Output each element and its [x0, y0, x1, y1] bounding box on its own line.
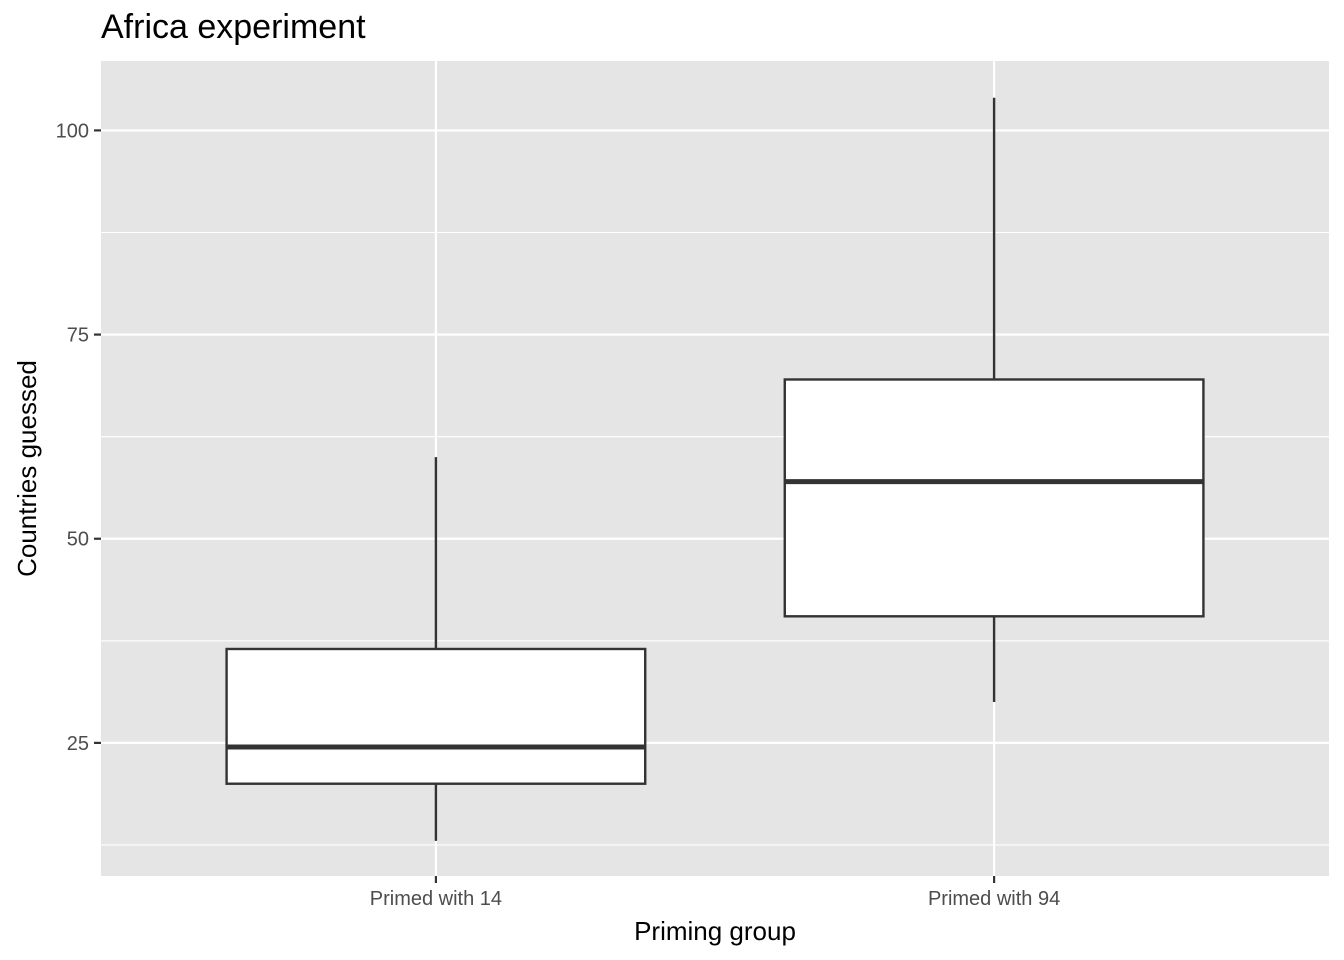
y-axis-title: Countries guessed: [12, 360, 42, 577]
x-tick-label: Primed with 94: [928, 888, 1060, 910]
x-axis-title: Priming group: [634, 916, 796, 946]
boxes: [225, 97, 1205, 841]
x-axis: Primed with 14 Primed with 94: [370, 876, 1060, 910]
y-tick-label: 75: [67, 325, 89, 347]
chart-title: Africa experiment: [101, 8, 366, 46]
box-group: [783, 97, 1205, 703]
y-tick-label: 50: [67, 529, 89, 551]
y-axis: 25 50 75 100: [56, 120, 101, 755]
box-iqr: [225, 647, 647, 785]
x-tick-label: Primed with 14: [370, 888, 502, 910]
box-iqr: [783, 378, 1205, 618]
y-tick-label: 100: [56, 120, 89, 142]
y-tick-label: 25: [67, 733, 89, 755]
box-group: [225, 457, 647, 841]
